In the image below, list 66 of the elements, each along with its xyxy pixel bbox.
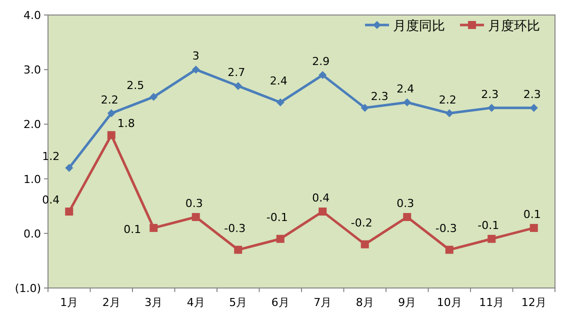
data-label: -0.3 [224, 222, 246, 235]
y-tick-label: 0.0 [24, 227, 41, 240]
point [150, 92, 158, 101]
point [192, 213, 200, 222]
data-label: -0.3 [435, 222, 457, 235]
y-tick-label: 3.0 [24, 64, 41, 77]
x-tick-label: 8月 [356, 296, 374, 309]
data-label: 0.4 [312, 192, 330, 205]
point [403, 98, 412, 106]
point [65, 208, 74, 216]
data-label: 0.3 [185, 197, 203, 210]
data-label: 0.1 [523, 208, 541, 221]
point [65, 164, 74, 172]
data-label: 0.3 [396, 197, 414, 210]
point [530, 224, 538, 232]
data-label: 2.3 [370, 90, 388, 103]
point [318, 71, 327, 80]
point [445, 109, 454, 118]
data-label: 2.5 [126, 78, 144, 92]
data-label: 2.2 [438, 93, 456, 106]
point [276, 234, 284, 243]
legend-label: 月度环比 [488, 18, 540, 34]
data-label: -0.1 [266, 210, 288, 224]
x-tick-label: 7月 [314, 296, 332, 309]
legend-label: 月度同比 [393, 18, 445, 34]
y-tick-label: (1.0) [14, 282, 41, 295]
data-label: 2.2 [100, 93, 118, 106]
y-tick-label: 1.0 [24, 172, 41, 186]
data-label: 3 [192, 50, 200, 63]
point [150, 224, 158, 232]
point [445, 246, 454, 254]
point [107, 131, 116, 140]
x-tick-label: 5月 [229, 296, 248, 309]
x-tick-label: 3月 [144, 296, 163, 309]
data-label: 2.4 [396, 82, 414, 96]
point [403, 213, 412, 222]
point [318, 208, 327, 216]
data-label: 2.3 [523, 88, 541, 101]
data-label: 2.9 [312, 55, 330, 68]
x-tick-label: 6月 [271, 296, 290, 309]
data-label: -0.2 [350, 216, 372, 230]
data-label: 1.8 [117, 117, 135, 130]
point [360, 104, 369, 112]
data-label: 0.4 [42, 194, 60, 207]
x-tick-label: 11月 [479, 296, 504, 309]
data-label: 2.3 [481, 88, 499, 101]
point [276, 98, 284, 106]
data-label: 2.4 [270, 74, 288, 88]
y-tick-label: 2.0 [24, 118, 41, 132]
x-tick-label: 1月 [60, 296, 78, 309]
point [192, 66, 200, 74]
data-label: -0.1 [478, 218, 500, 232]
point [360, 240, 369, 248]
point [234, 246, 242, 254]
data-label: 0.1 [124, 222, 142, 236]
data-label: 2.7 [228, 66, 246, 79]
data-label: 1.2 [42, 150, 60, 163]
point [107, 109, 116, 118]
x-tick-label: 2月 [102, 296, 120, 309]
y-tick-label: 4.0 [24, 9, 41, 22]
x-tick-label: 9月 [398, 296, 416, 309]
x-tick-label: 10月 [436, 296, 462, 309]
x-tick-label: 12月 [521, 296, 546, 309]
point [488, 234, 496, 243]
point [234, 82, 242, 90]
x-tick-label: 4月 [186, 296, 205, 309]
